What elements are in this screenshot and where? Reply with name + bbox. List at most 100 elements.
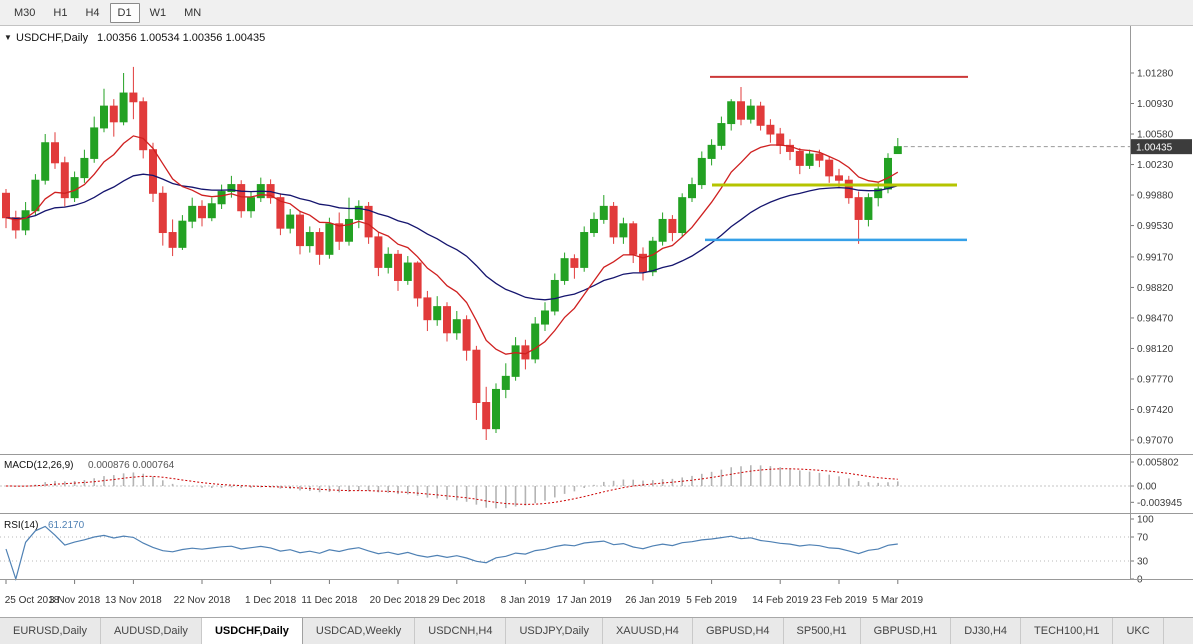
candle [286,214,295,229]
trend-lines[interactable] [705,75,968,242]
macd-pane: 0.005802 0.00 -0.003945 [0,458,1182,509]
price-scale-label: 0.99880 [1137,191,1174,202]
candle [511,345,520,377]
candle [384,253,393,268]
chart-tab-tech100-h1[interactable]: TECH100,H1 [1021,618,1114,644]
candle [452,319,461,334]
timeframe-button-w1[interactable]: W1 [149,6,167,19]
candle [599,205,608,220]
price-badge [1131,139,1192,155]
rsi-scale-label: 100 [1137,515,1154,526]
time-axis-label: 3 Nov 2018 [49,595,101,606]
candle [776,133,785,146]
candle [423,297,432,321]
chart-tab-audusd-daily[interactable]: AUDUSD,Daily [100,618,202,644]
chart-tab-gbpusd-h1[interactable]: GBPUSD,H1 [860,618,952,644]
candle [325,223,334,255]
rsi-value: 61.2170 [48,520,85,531]
candle [531,323,540,360]
candle [805,153,814,166]
time-axis-label: 22 Nov 2018 [174,595,231,606]
time-axis-label: 23 Feb 2019 [811,595,868,606]
timeframe-button-m30[interactable]: M30 [14,6,36,19]
chart-tab-usdcad-weekly[interactable]: USDCAD,Weekly [302,618,416,644]
pane-separators [0,26,1193,580]
chart-symbol-label: USDCHF,Daily [16,32,89,44]
candle [374,236,383,268]
candle [139,101,148,151]
candle [80,157,89,179]
candle [501,375,510,390]
chart-tab-eurusd-daily[interactable]: EURUSD,Daily [0,618,101,644]
time-axis-label: 25 Oct 2018 [5,595,60,606]
candle [688,184,696,199]
candle [31,179,40,212]
candle [158,192,167,234]
candle [678,197,687,234]
price-scale-label: 0.98820 [1137,283,1174,294]
chart-tab-xauusd-h4[interactable]: XAUUSD,H4 [602,618,693,644]
timeframe-button-h1[interactable]: H1 [53,6,68,19]
rsi-scale-label: 70 [1137,533,1149,544]
candle [217,191,226,205]
candle [815,153,824,161]
price-scale-label: 0.97770 [1137,374,1174,385]
price-scale-label: 1.00230 [1137,160,1174,171]
ma-fast-line [5,135,899,355]
timeframe-button-h4[interactable]: H4 [85,6,100,19]
candle [109,105,118,123]
price-scale-label: 0.98120 [1137,344,1174,355]
timeframe-button-d1[interactable]: D1 [109,2,140,23]
candle [70,177,79,199]
rsi-pane: 10070300 [0,515,1154,586]
macd-scale-label: 0.00 [1137,482,1157,493]
candle [41,142,50,181]
price-scale-label: 0.97070 [1137,435,1174,446]
candle [90,127,99,159]
candles [2,66,902,440]
chart-tab-usdcnh-h4[interactable]: USDCNH,H4 [415,618,507,644]
moving-averages [5,135,899,355]
candle [756,105,765,126]
rsi-label: RSI(14) [4,520,38,531]
chart-tab-usdchf-daily[interactable]: USDCHF,Daily [201,618,303,644]
candle [472,349,481,404]
macd-label: MACD(12,26,9) [4,460,73,471]
candle [580,232,589,268]
price-scale-label: 1.01280 [1137,69,1174,80]
candle [198,205,206,219]
candle [786,144,794,152]
timeframe-button-mn[interactable]: MN [184,6,202,19]
time-axis-label: 8 Jan 2019 [501,595,551,606]
candle [413,262,422,299]
candle [668,218,677,234]
chart-tab-sp500-h1[interactable]: SP500,H1 [783,618,861,644]
chart-tab-dj30-h4[interactable]: DJ30,H4 [951,618,1022,644]
chart-ohlc-readout: 1.00356 1.00534 1.00356 1.00435 [97,32,265,44]
candle [403,262,412,281]
candle [727,101,736,125]
candle [305,232,314,247]
chart-tab-usdjpy-daily[interactable]: USDJPY,Daily [506,618,603,644]
time-axis-label: 11 Dec 2018 [301,595,357,606]
chart-tab-ukc[interactable]: UKC [1113,618,1164,644]
macd-values: 0.000876 0.000764 [88,460,175,471]
time-axis-label: 5 Feb 2019 [686,595,737,606]
chart-tab-gbpusd-h4[interactable]: GBPUSD,H4 [692,618,784,644]
candle [648,240,657,273]
price-scale[interactable]: 1.01280 1.00930 1.00580 1.00230 0.99880 0.995… [1130,69,1174,447]
price-scale-label: 1.00930 [1137,99,1174,110]
time-axis-label: 13 Nov 2018 [105,595,162,606]
candle [443,306,451,334]
candle [835,175,843,181]
time-axis-label: 29 Dec 2018 [428,595,485,606]
candle [129,92,138,103]
candle [11,217,20,231]
candle [639,253,647,273]
candle [874,188,883,199]
candle [737,101,745,120]
collapse-arrow-icon[interactable]: ▼ [4,33,12,42]
